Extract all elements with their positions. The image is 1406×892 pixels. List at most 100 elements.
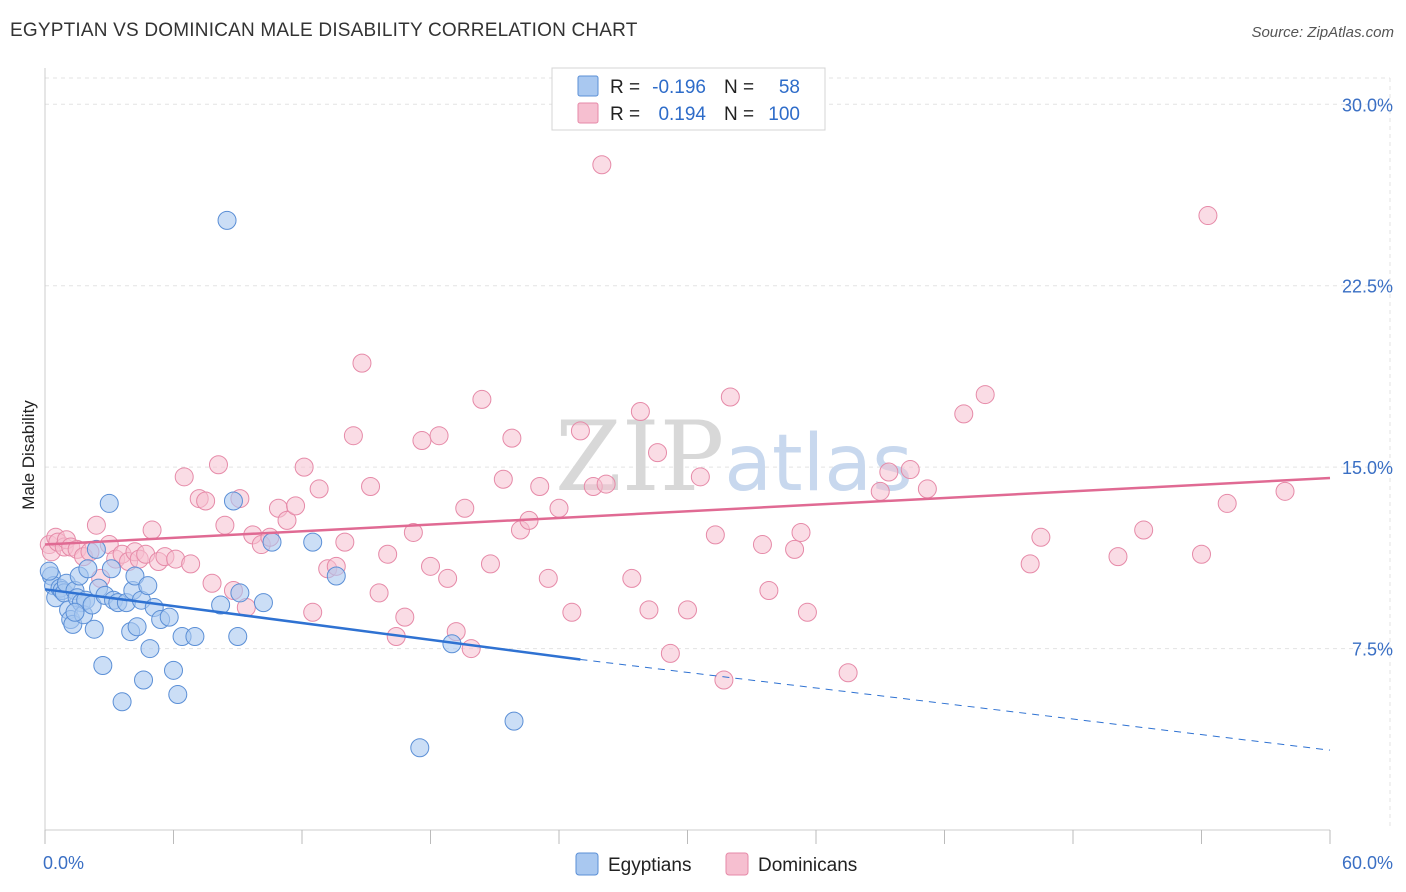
egyptian-point: [211, 595, 231, 615]
dominican-point: [1020, 554, 1040, 574]
bottom-legend: Egyptians Dominicans: [575, 852, 857, 876]
legend-n-value-2: 100: [768, 104, 800, 125]
dominican-point: [530, 476, 550, 496]
dominican-point: [1192, 544, 1211, 564]
grid-layer: [45, 77, 1391, 830]
dominican-point: [592, 155, 612, 175]
legend-r-value-1: -0.196: [652, 77, 706, 98]
x-tick-label: 60.0%: [1342, 853, 1393, 873]
egyptian-point: [125, 566, 145, 586]
dominican-point: [596, 474, 616, 494]
dominican-point: [395, 607, 415, 627]
egyptians-trend-extension: [580, 658, 1331, 751]
dominican-point: [975, 385, 995, 405]
egyptian-point: [159, 607, 179, 627]
egyptian-point: [84, 619, 104, 639]
dominican-point: [455, 498, 475, 518]
dominican-point: [900, 460, 920, 480]
y-tick-label: 30.0%: [1342, 95, 1393, 115]
dominican-point: [720, 387, 740, 407]
dominican-point: [917, 479, 937, 499]
dominican-point: [352, 353, 372, 373]
dominican-point: [785, 539, 805, 559]
dominican-point: [549, 498, 569, 518]
dominican-point: [502, 428, 522, 448]
egyptian-point: [164, 660, 183, 680]
bottom-legend-label-egyptians: Egyptians: [608, 855, 691, 876]
egyptian-point: [78, 559, 98, 579]
egyptian-point: [185, 626, 205, 646]
dominican-point: [86, 515, 106, 535]
dominican-point: [303, 602, 323, 622]
watermark: ZIPatlas: [555, 401, 913, 513]
legend-n-label-2: N =: [724, 104, 754, 125]
egyptian-point: [217, 210, 237, 230]
dominican-point: [630, 402, 650, 422]
axis-layer: [44, 68, 1331, 844]
dominican-point: [142, 520, 162, 540]
egyptian-point: [127, 617, 147, 637]
bottom-legend-swatch-dominicans: [725, 852, 749, 876]
dominican-point: [838, 663, 858, 683]
dominican-point: [538, 568, 558, 588]
dominican-point: [879, 462, 899, 482]
legend-n-label-1: N =: [724, 77, 754, 98]
dominican-point: [412, 431, 432, 451]
egyptian-point: [262, 532, 282, 552]
dominican-point: [1108, 547, 1128, 567]
egyptian-point: [303, 532, 323, 552]
dominican-point: [705, 525, 725, 545]
dominican-point: [181, 554, 201, 574]
egyptian-point: [138, 576, 158, 596]
legend-r-value-2: 0.194: [658, 104, 706, 125]
egyptian-point: [326, 566, 346, 586]
legend-r-label-1: R =: [610, 77, 640, 98]
dominican-point: [791, 522, 811, 542]
legend-swatch-egyptians: [577, 75, 599, 97]
egyptian-point: [39, 561, 59, 581]
egyptian-point: [112, 692, 132, 712]
dominican-point: [493, 469, 513, 489]
dominican-point: [196, 491, 216, 511]
dominican-point: [570, 421, 590, 441]
top-legend: R = -0.196 N = 58 R = 0.194 N = 100: [551, 67, 826, 131]
egyptian-point: [140, 639, 160, 659]
dominican-point: [429, 426, 449, 446]
egyptian-point: [93, 656, 113, 676]
egyptian-point: [134, 670, 154, 690]
y-tick-label: 15.0%: [1342, 458, 1393, 478]
tick-labels: 7.5% 15.0% 22.5% 30.0% 0.0% 60.0%: [43, 95, 1393, 873]
dominican-point: [403, 522, 423, 542]
egyptian-point: [410, 738, 430, 758]
bottom-legend-swatch-egyptians: [575, 852, 599, 876]
y-axis-label: Male Disability: [19, 400, 38, 510]
dominican-point: [421, 556, 440, 576]
dominican-point: [1198, 206, 1218, 226]
dominican-point: [208, 455, 228, 475]
dominican-point: [215, 515, 235, 535]
dominican-point: [369, 583, 389, 603]
dominicans-trend-line: [44, 476, 1331, 546]
egyptian-point: [228, 626, 248, 646]
dominican-point: [277, 510, 297, 530]
dominican-point: [472, 389, 492, 409]
egyptian-point: [253, 593, 273, 613]
egyptian-point: [101, 559, 121, 579]
egyptian-point: [99, 493, 119, 513]
legend-n-value-1: 58: [779, 77, 800, 98]
egyptians-trend-line: [44, 588, 581, 661]
egyptian-point: [504, 711, 524, 731]
points-egyptians: [39, 210, 524, 758]
dominican-point: [294, 457, 314, 477]
y-tick-label: 7.5%: [1352, 640, 1393, 660]
dominican-point: [714, 670, 734, 690]
source-label: Source: ZipAtlas.com: [1251, 24, 1394, 41]
y-tick-label: 22.5%: [1342, 277, 1393, 297]
legend-r-label-2: R =: [610, 104, 640, 125]
egyptian-point: [230, 583, 250, 603]
dominican-point: [378, 544, 398, 564]
dominican-point: [870, 481, 890, 501]
dominican-point: [343, 426, 363, 446]
dominican-point: [622, 568, 642, 588]
